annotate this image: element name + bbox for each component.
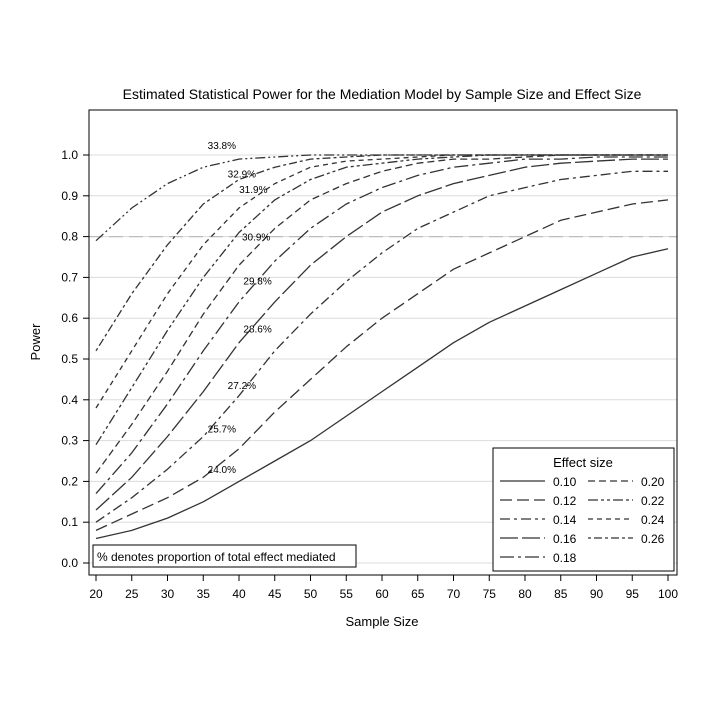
legend-label-0.24: 0.24 [641,513,665,527]
x-tick-label: 75 [483,587,497,601]
y-tick-label: 0.2 [61,474,78,488]
series-line-0.24 [95,154,668,409]
annotations: 33.8% 32.9% 31.9% 30.9% 29.8% 28.6% 27.2% 25.7%… [208,141,272,476]
series-line-unlabeled-9 [95,154,668,242]
legend-label-0.26: 0.26 [641,532,665,546]
annotation-label: 30.9% [242,233,270,244]
y-tick-label: 0.3 [61,434,78,448]
annotation-label: 29.8% [243,276,271,287]
plot-frame [88,109,678,576]
legend-label-0.18: 0.18 [553,551,577,565]
footnote-text: % denotes proportion of total effect med… [97,550,336,564]
y-axis-label: Power [28,323,43,361]
legend-label-0.14: 0.14 [553,513,577,527]
y-axis-ticks: 0.0 0.1 0.2 0.3 0.4 0.5 0.6 0.7 0.8 0.9 1.0 [61,148,89,570]
x-tick-label: 80 [518,587,532,601]
x-tick-label: 100 [658,587,678,601]
legend-label-0.22: 0.22 [641,494,665,508]
series-line-0.22 [95,154,668,446]
series-line-0.18 [95,156,668,495]
x-tick-label: 95 [626,587,640,601]
annotation-label: 28.6% [243,324,271,335]
y-tick-label: 0.5 [61,352,78,366]
x-axis-label: Sample Size [346,614,419,629]
y-tick-label: 0.0 [61,556,78,570]
legend-label-0.10: 0.10 [553,475,577,489]
legend: Effect size 0.10 0.12 0.14 0.16 0.18 0.20 0.22… [492,447,675,572]
legend-label-0.16: 0.16 [553,532,577,546]
x-tick-label: 45 [268,587,282,601]
series-line-0.20 [95,154,668,474]
x-tick-label: 60 [375,587,389,601]
footnote-box: % denotes proportion of total effect med… [92,544,357,568]
x-tick-label: 50 [304,587,318,601]
series-line-0.10 [95,248,669,540]
series-line-0.12 [95,199,669,531]
x-tick-label: 55 [340,587,354,601]
x-tick-label: 25 [125,587,139,601]
y-tick-label: 0.1 [61,515,78,529]
x-tick-label: 90 [590,587,604,601]
annotation-label: 32.9% [228,169,256,180]
legend-title: Effect size [553,455,613,470]
series-line-0.14 [95,170,668,523]
x-tick-label: 65 [411,587,425,601]
chart-title: Estimated Statistical Power for the Medi… [123,86,642,102]
legend-label-0.12: 0.12 [553,494,577,508]
annotation-label: 31.9% [239,185,267,196]
y-tick-label: 0.4 [61,393,78,407]
annotation-label: 24.0% [208,465,236,476]
y-tick-label: 0.6 [61,311,78,325]
x-tick-label: 40 [232,587,246,601]
legend-label-0.20: 0.20 [641,475,665,489]
y-tick-label: 0.9 [61,189,78,203]
x-tick-label: 30 [161,587,175,601]
x-tick-label: 20 [89,587,103,601]
annotation-label: 25.7% [208,424,236,435]
x-tick-label: 70 [447,587,461,601]
annotation-label: 33.8% [208,141,236,152]
x-tick-label: 35 [197,587,211,601]
x-axis-ticks: 20 25 30 35 40 45 50 55 60 65 70 75 80 85 90 95 100 [89,575,678,601]
y-tick-label: 0.7 [61,270,78,284]
y-tick-label: 1.0 [61,148,78,162]
x-tick-label: 85 [554,587,568,601]
annotation-label: 27.2% [228,381,256,392]
series-line-0.16 [95,158,668,511]
y-tick-label: 0.8 [61,230,78,244]
series-lines [95,154,669,540]
